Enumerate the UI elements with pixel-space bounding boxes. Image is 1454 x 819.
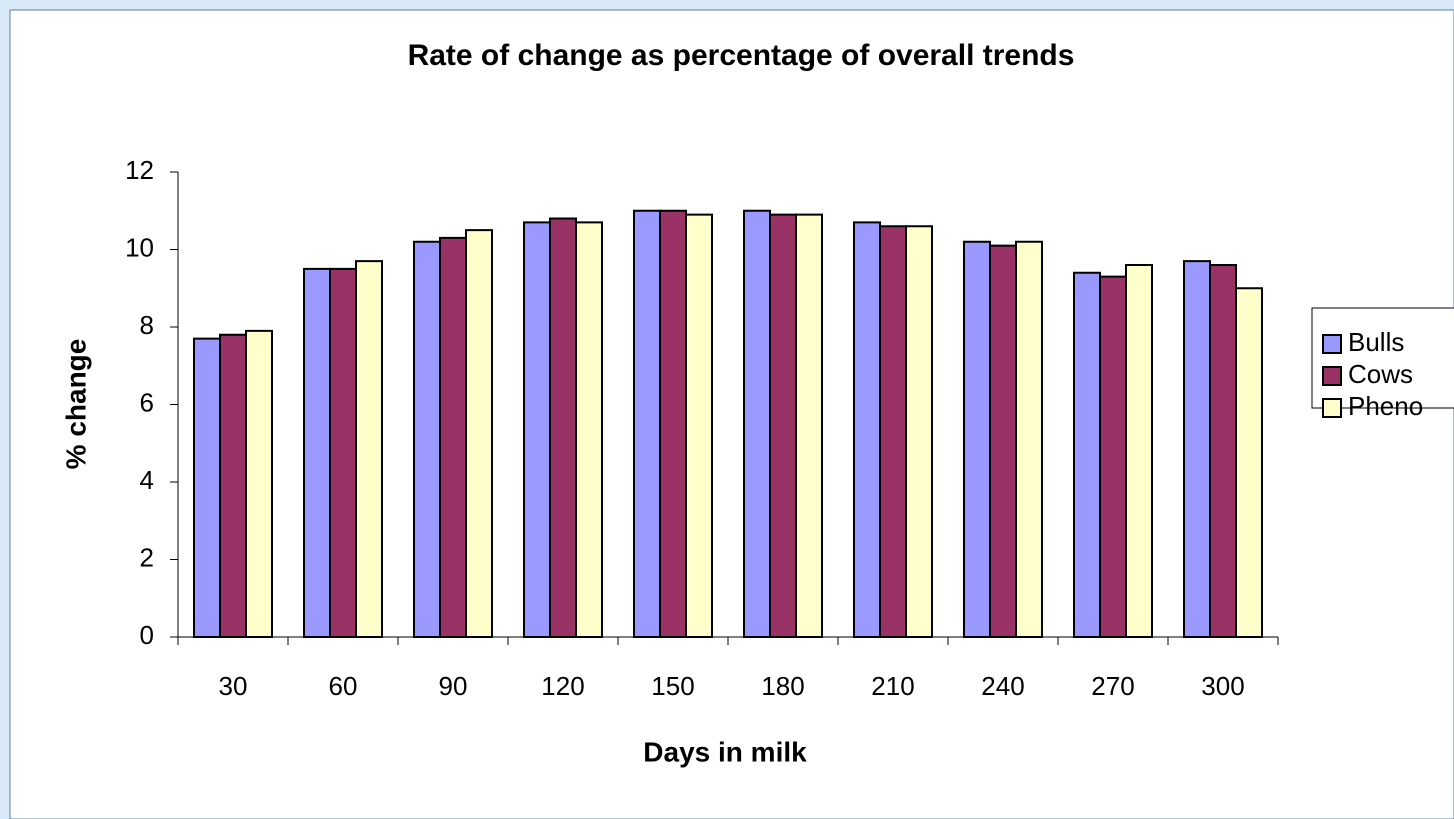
- bar: [633, 209, 661, 638]
- bar: [905, 225, 933, 638]
- bar: [1099, 275, 1127, 638]
- bar: [329, 267, 357, 638]
- bar: [1183, 260, 1211, 638]
- x-tick-label: 300: [1201, 671, 1244, 701]
- bar: [303, 267, 331, 638]
- bar: [685, 213, 713, 638]
- bar: [1073, 271, 1101, 638]
- x-tick-label: 120: [541, 671, 584, 701]
- bar: [1015, 240, 1043, 638]
- bar: [795, 213, 823, 638]
- bar: [465, 229, 493, 638]
- y-tick-label: 2: [140, 542, 154, 572]
- bar: [439, 236, 467, 638]
- bar: [219, 333, 247, 638]
- bar: [575, 221, 603, 638]
- y-tick-label: 4: [140, 465, 154, 495]
- chart-title: Rate of change as percentage of overall …: [408, 39, 1075, 72]
- x-tick-label: 240: [981, 671, 1024, 701]
- legend-label: Bulls: [1348, 327, 1404, 357]
- y-tick-label: 8: [140, 310, 154, 340]
- bar: [659, 209, 687, 638]
- bar: [1209, 264, 1237, 638]
- x-tick-label: 150: [651, 671, 694, 701]
- y-tick-label: 6: [140, 387, 154, 417]
- x-tick-label: 210: [871, 671, 914, 701]
- x-tick-label: 180: [761, 671, 804, 701]
- y-tick-label: 0: [140, 620, 154, 650]
- x-axis-title: Days in milk: [643, 736, 807, 767]
- bar: [1125, 264, 1153, 638]
- y-axis-title: % change: [60, 339, 91, 470]
- bar: [1235, 287, 1263, 638]
- x-tick-label: 60: [329, 671, 358, 701]
- x-tick-label: 270: [1091, 671, 1134, 701]
- bar: [963, 240, 991, 638]
- legend-label: Cows: [1348, 359, 1413, 389]
- bar: [879, 225, 907, 638]
- x-tick-label: 30: [219, 671, 248, 701]
- bar: [413, 240, 441, 638]
- y-tick-label: 12: [125, 155, 154, 185]
- bar: [355, 260, 383, 638]
- bar: [989, 244, 1017, 638]
- y-tick-label: 10: [125, 232, 154, 262]
- legend-box: [1311, 307, 1454, 409]
- bar: [245, 329, 273, 638]
- legend-label: Pheno: [1348, 391, 1423, 421]
- bar: [853, 221, 881, 638]
- legend-swatch: [1322, 366, 1342, 386]
- legend-swatch: [1322, 398, 1342, 418]
- bar: [523, 221, 551, 638]
- bar: [769, 213, 797, 638]
- legend-swatch: [1322, 334, 1342, 354]
- bar: [743, 209, 771, 638]
- x-tick-label: 90: [439, 671, 468, 701]
- bar: [549, 217, 577, 638]
- bar: [193, 337, 221, 638]
